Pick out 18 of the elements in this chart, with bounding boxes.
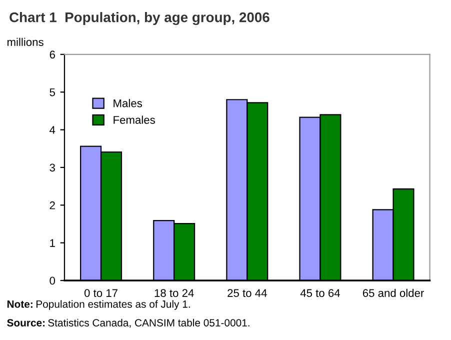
legend-label: Males xyxy=(114,99,142,108)
y-tick-label: 2 xyxy=(50,201,55,210)
x-tick-label: 45 to 64 xyxy=(300,289,340,297)
y-tick-label: 3 xyxy=(50,164,55,172)
x-tick-label: 18 to 24 xyxy=(154,289,194,297)
y-tick-label: 0 xyxy=(50,276,56,285)
text: Note: Population estimates as of July 1. xyxy=(7,300,190,310)
source-note: Source: Statistics Canada, CANSIM table 051-0001. xyxy=(7,318,250,328)
legend-label: Females xyxy=(114,116,155,124)
x-tick-label: 25 to 44 xyxy=(228,289,267,297)
y-tick-label: 1 xyxy=(50,239,55,247)
y-tick-label: 5 xyxy=(50,88,55,96)
y-tick-label: 6 xyxy=(50,50,55,59)
chart-title: Chart 1 Population, by age group, 2006 xyxy=(10,12,270,26)
x-tick-label: 65 and older xyxy=(362,288,424,297)
y-tick-label: 4 xyxy=(50,126,56,134)
x-tick-label: 0 to 17 xyxy=(84,289,118,297)
y-axis-title: millions xyxy=(8,38,44,46)
